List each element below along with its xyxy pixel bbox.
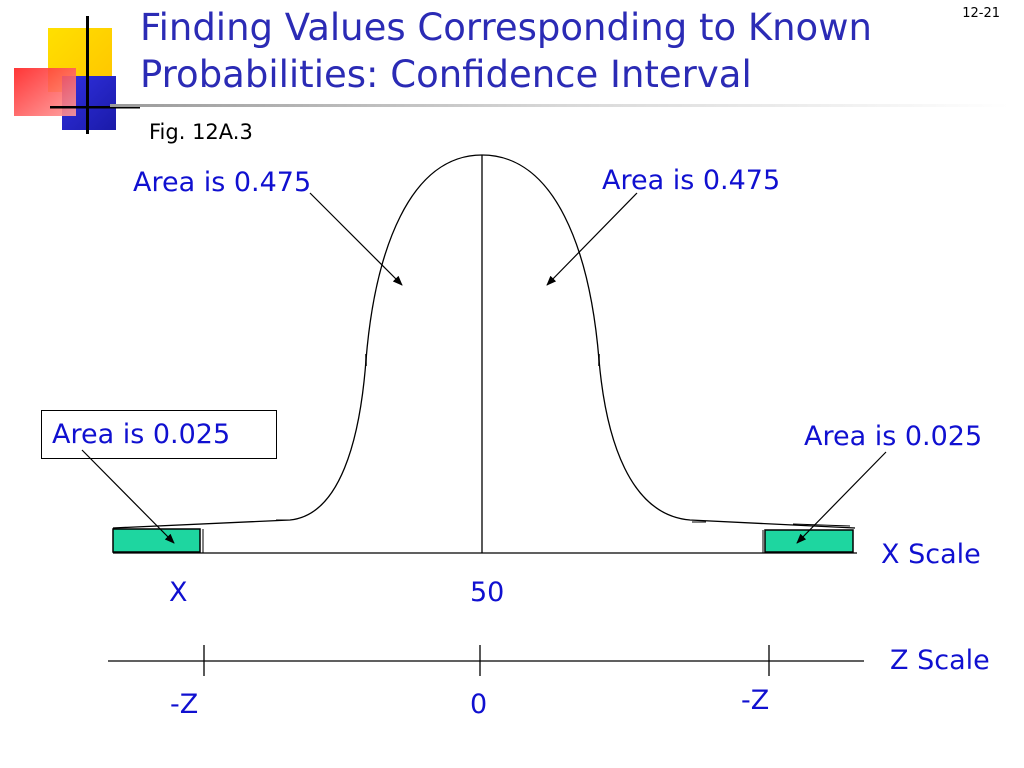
label-area-right-center: Area is 0.475 <box>602 165 781 196</box>
page-number: 12-21 <box>962 6 1000 21</box>
x-tick-center-label: 50 <box>470 577 505 608</box>
arrow-left-center <box>309 192 403 286</box>
x-scale-label: X Scale <box>881 539 981 570</box>
label-area-left-center: Area is 0.475 <box>133 167 312 198</box>
arrow-right-tail <box>796 451 887 544</box>
x-tick-left-label: X <box>169 577 188 608</box>
left-tail-area <box>112 528 201 553</box>
corner-logo-icon <box>14 16 140 134</box>
right-tail-area <box>764 529 854 553</box>
title-underline <box>110 104 1010 107</box>
arrow-left-tail <box>81 449 175 544</box>
z-tick-right-label: -Z <box>741 685 770 716</box>
label-area-left-tail: Area is 0.025 <box>52 419 231 450</box>
figure-label: Fig. 12A.3 <box>149 120 253 144</box>
z-tick-center-label: 0 <box>470 689 488 720</box>
slide-title-line-2: Probabilities: Confidence Interval <box>140 53 752 96</box>
z-scale-label: Z Scale <box>890 645 990 676</box>
slide-title-line-1: Finding Values Corresponding to Known <box>140 6 872 49</box>
label-box-left-tail: Area is 0.025 <box>41 410 277 459</box>
arrow-right-center <box>546 192 638 286</box>
z-tick-left-label: -Z <box>170 689 199 720</box>
label-area-right-tail: Area is 0.025 <box>804 421 983 452</box>
bell-curve <box>112 154 856 529</box>
